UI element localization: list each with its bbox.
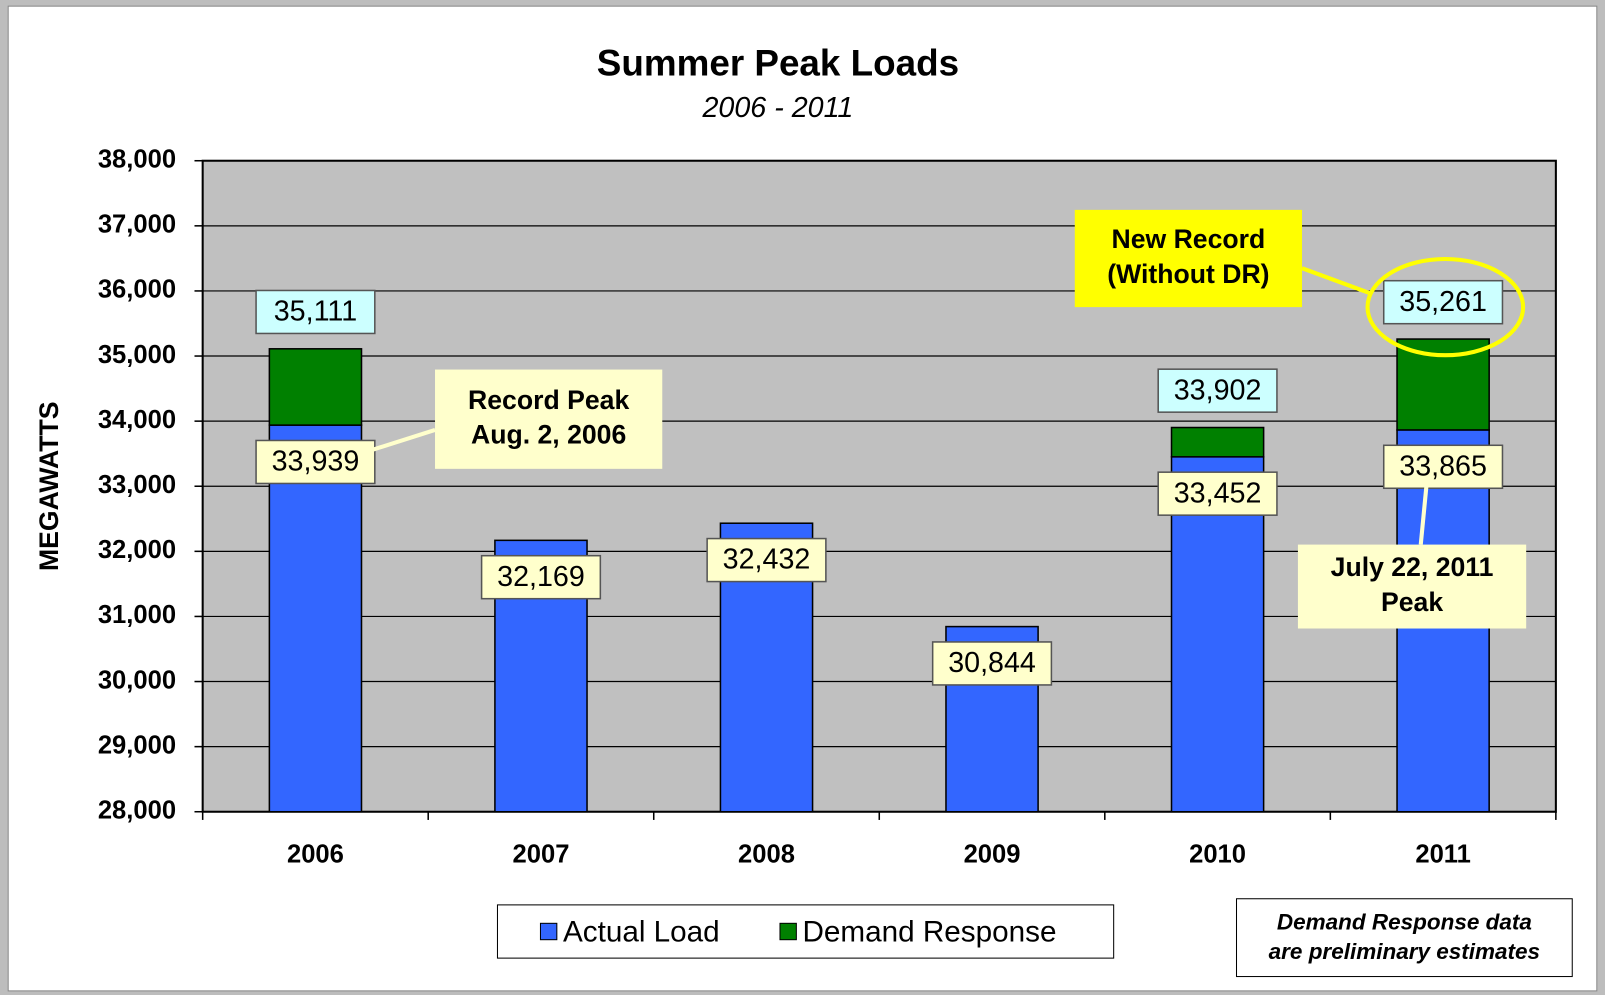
data-label: 32,169 [497, 561, 585, 593]
data-label-box [1157, 368, 1278, 413]
y-tick-label: 32,000 [98, 536, 176, 564]
annotation-connector [1418, 480, 1429, 545]
y-tick-label: 33,000 [98, 471, 176, 499]
data-label: 33,452 [1174, 477, 1262, 509]
annotation: July 22, 2011 [1331, 552, 1494, 582]
note: are preliminary estimates [1269, 939, 1540, 964]
annotation: (Without DR) [1107, 259, 1269, 289]
bar-segment [268, 348, 363, 426]
bar-segment [1170, 426, 1265, 458]
annotation-box [435, 369, 663, 469]
data-label-box [1382, 444, 1504, 490]
data-label: 30,844 [948, 647, 1036, 679]
x-tick-label: 2006 [287, 841, 344, 869]
data-label-box [706, 537, 827, 583]
x-tick-label: 2009 [964, 841, 1021, 869]
y-axis-label: MEGAWATTS [34, 401, 64, 571]
data-label-box [931, 641, 1053, 686]
data-label: 35,261 [1399, 286, 1487, 318]
annotation: New Record [1111, 224, 1265, 254]
bar-segment [1170, 456, 1265, 813]
x-tick-label: 2010 [1189, 841, 1246, 869]
data-label-box [255, 289, 376, 335]
note: Demand Response data [1277, 909, 1532, 934]
y-tick-label: 28,000 [98, 796, 176, 824]
data-label: 33,865 [1399, 450, 1487, 482]
note-box [1235, 898, 1573, 978]
y-tick-label: 31,000 [98, 601, 176, 629]
x-tick-label: 2007 [513, 841, 570, 869]
data-label: 35,111 [274, 296, 357, 328]
data-label-box [1382, 279, 1504, 325]
annotation: Peak [1381, 587, 1443, 617]
y-tick-label: 37,000 [98, 211, 176, 239]
bar-segment [268, 424, 363, 813]
legend-swatch [779, 922, 797, 941]
annotation: Record Peak [468, 385, 629, 415]
annotation-connector [1301, 266, 1373, 296]
y-tick-label: 34,000 [98, 406, 176, 434]
data-label-box [480, 554, 602, 600]
y-tick-label: 30,000 [98, 666, 176, 694]
data-label-box [255, 439, 376, 485]
data-label: 33,902 [1174, 374, 1262, 406]
data-label: 32,432 [723, 544, 811, 576]
annotation: Aug. 2, 2006 [471, 420, 626, 450]
legend-swatch [539, 922, 558, 941]
x-tick-label: 2011 [1415, 841, 1471, 869]
annotation-box [1074, 209, 1303, 308]
highlight-ellipse [1365, 256, 1526, 358]
y-tick-label: 35,000 [98, 341, 176, 369]
y-tick-label: 36,000 [98, 276, 176, 304]
annotation-connector [369, 427, 436, 453]
y-tick-label: 38,000 [98, 145, 176, 173]
annotation-box [1297, 544, 1527, 629]
chart-subtitle: 2006 - 2011 [702, 92, 854, 124]
legend-label: Demand Response [802, 915, 1056, 948]
x-tick-label: 2008 [738, 841, 795, 869]
data-label-box [1157, 471, 1278, 516]
legend-label: Actual Load [563, 915, 720, 948]
legend [496, 904, 1115, 959]
chart-title: Summer Peak Loads [597, 42, 959, 83]
y-tick-label: 29,000 [98, 731, 176, 759]
data-label: 33,939 [272, 446, 360, 478]
